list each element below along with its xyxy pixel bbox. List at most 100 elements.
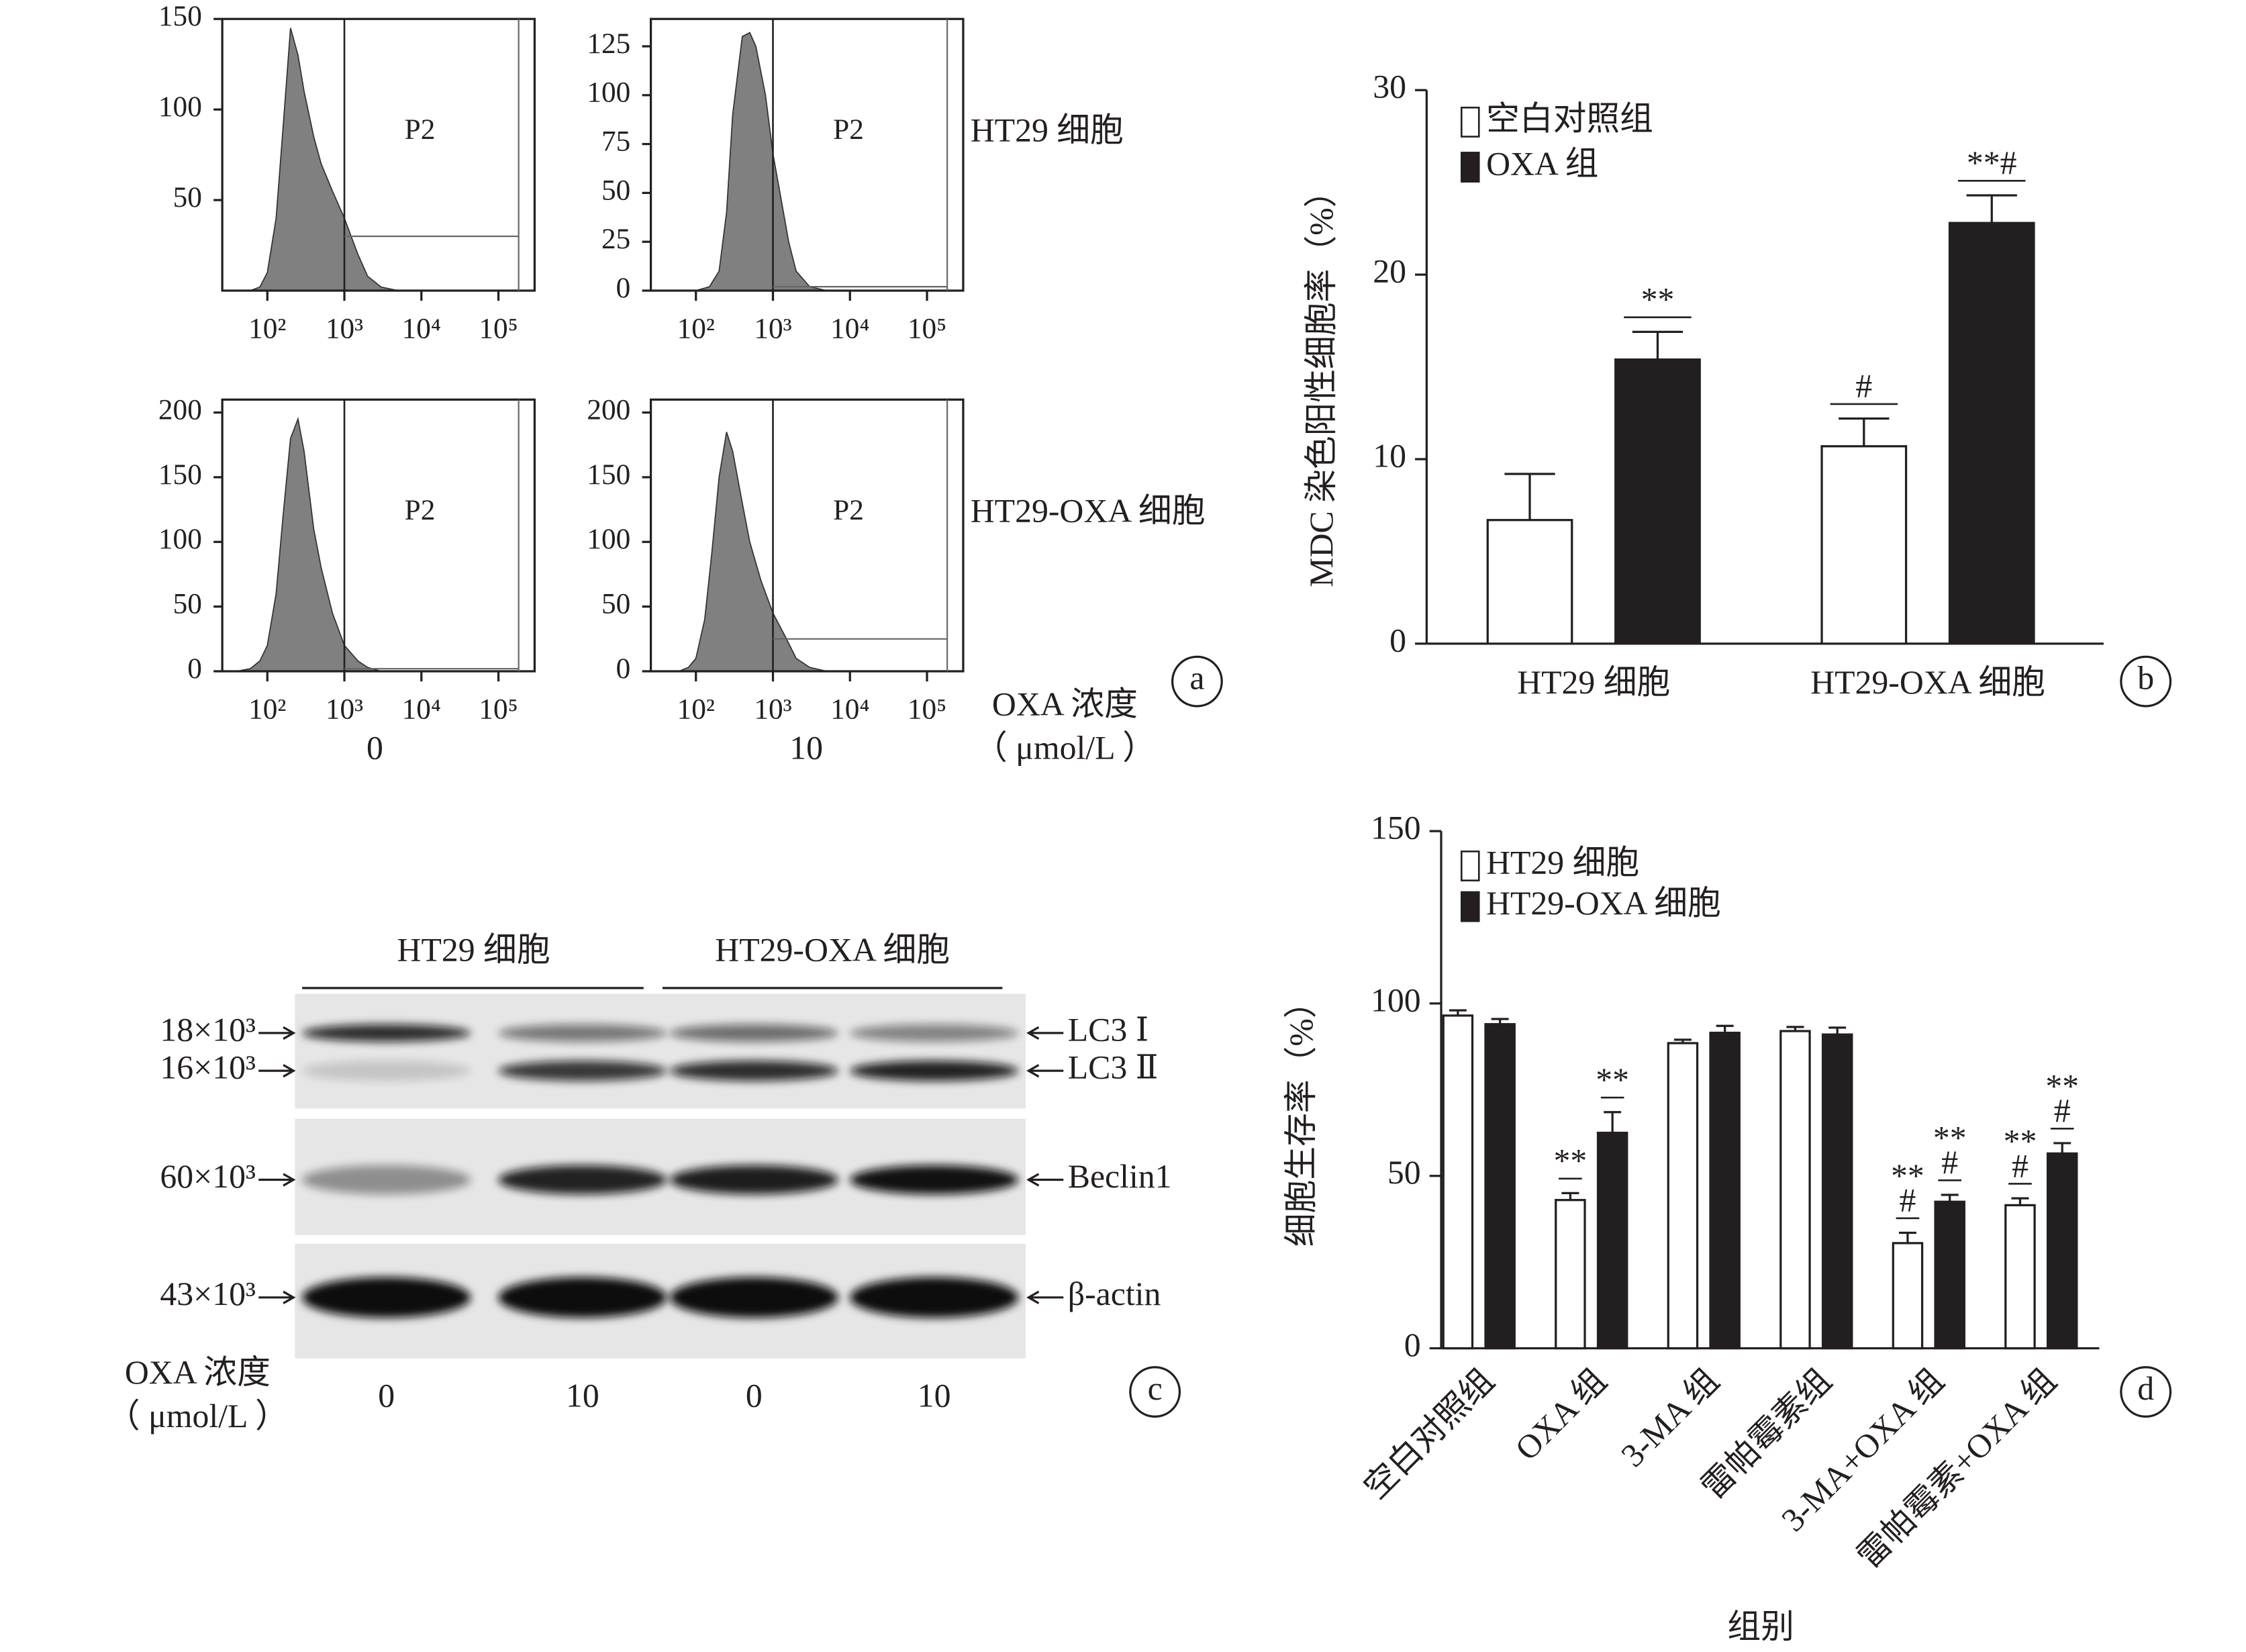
annotation: # [2012, 1147, 2029, 1184]
arrow [258, 1026, 296, 1040]
error-bar [1604, 1111, 1622, 1133]
y-tick-label: 100 [158, 91, 202, 123]
x-tick-label: 10⁴ [402, 312, 441, 344]
error-bar [1673, 1038, 1692, 1043]
band [850, 1024, 1019, 1042]
band [498, 1165, 667, 1195]
band [302, 1061, 471, 1081]
column-title: （ μmol/L ） [974, 729, 1156, 766]
bar [1667, 1042, 1699, 1350]
band [850, 1165, 1019, 1195]
bar [1892, 1242, 1924, 1350]
annotation: ** [2004, 1122, 2037, 1159]
column-title: OXA 浓度 [992, 686, 1138, 723]
lane-label: 0 [378, 1377, 395, 1414]
arrow [1026, 1290, 1064, 1304]
annotation: ** [1933, 1119, 1967, 1156]
lane-label: 10 [918, 1377, 951, 1414]
annotation: ** [1554, 1143, 1588, 1179]
error-bar [1828, 1026, 1847, 1035]
legend-label: HT29 细胞 [1486, 844, 1639, 881]
band-label: LC3 Ⅱ [1068, 1049, 1159, 1086]
plot-frame [649, 17, 965, 292]
annotation: # [1941, 1144, 1958, 1181]
error-bar [2053, 1142, 2071, 1154]
column-label: 10 [789, 729, 823, 766]
x-tick-label: OXA 组 [1508, 1362, 1614, 1467]
band [850, 1061, 1019, 1081]
band [302, 1024, 471, 1042]
legend-label: HT29-OXA 细胞 [1486, 885, 1721, 922]
plot-frame [221, 17, 536, 292]
panel-label: a [1189, 660, 1204, 697]
bar [1614, 358, 1701, 645]
lane-title: OXA 浓度 [125, 1354, 271, 1391]
legend-swatch [1460, 851, 1480, 881]
panel-label: b [2137, 660, 2154, 697]
x-tick-label: 10⁴ [402, 693, 441, 726]
band [498, 1277, 667, 1318]
lane-label: 10 [566, 1377, 599, 1414]
histogram-area [236, 417, 382, 672]
error-bar [1839, 417, 1890, 446]
y-tick-label: 100 [158, 523, 202, 555]
x-tick-label: 10⁴ [830, 312, 869, 344]
annotation: **# [1967, 144, 2017, 181]
y-tick-label: 0 [616, 272, 631, 304]
bar [1709, 1031, 1741, 1350]
y-tick-label: 0 [1404, 1326, 1421, 1363]
band [669, 1165, 838, 1195]
annotation: ** [1596, 1061, 1629, 1098]
arrow [1026, 1173, 1064, 1187]
y-axis-title: 细胞生存率（%） [1283, 985, 1320, 1247]
x-tick-label: 10³ [754, 693, 791, 726]
y-tick-label: 50 [173, 181, 202, 213]
bar [1486, 519, 1573, 645]
y-tick-label: 150 [1371, 809, 1421, 846]
band [302, 1277, 471, 1318]
bar [1948, 222, 2035, 645]
histogram-area [236, 28, 399, 291]
annotation: ** [2045, 1067, 2079, 1104]
y-tick-label: 50 [1387, 1154, 1421, 1191]
annotation: # [1855, 368, 1872, 405]
error-bar [1504, 473, 1555, 520]
histogram-area [695, 32, 827, 291]
plot-frame [221, 398, 536, 673]
error-bar [1716, 1024, 1734, 1033]
bar [1820, 445, 1908, 645]
x-tick-label: 10³ [754, 312, 791, 344]
band [302, 1165, 471, 1195]
column-label: 0 [367, 729, 383, 766]
bar [1596, 1131, 1628, 1350]
error-bar [1966, 194, 2017, 224]
error-bar [1632, 330, 1683, 360]
marker-label: 60×10³ [160, 1158, 256, 1195]
blot-strip [295, 993, 1026, 1109]
error-bar [1941, 1194, 1959, 1202]
x-tick-label: 10⁵ [479, 693, 518, 726]
error-bar [1898, 1231, 1916, 1243]
panel-label: d [2137, 1370, 2154, 1407]
bar [1779, 1030, 1811, 1350]
legend-label: OXA 组 [1486, 145, 1598, 182]
bar [1442, 1014, 1474, 1350]
band [850, 1277, 1019, 1318]
gate-label: P2 [405, 113, 436, 146]
panel-label-circle [1129, 1366, 1181, 1418]
histogram-area [678, 432, 827, 672]
row-label: HT29 细胞 [971, 112, 1124, 149]
annotation: # [1899, 1182, 1916, 1219]
error-bar [1561, 1192, 1579, 1200]
y-tick-label: 0 [187, 652, 202, 685]
annotation: # [2054, 1092, 2071, 1129]
x-tick-label: HT29 细胞 [1517, 664, 1670, 701]
marker-label: 16×10³ [160, 1049, 256, 1086]
group-label: HT29 细胞 [397, 931, 550, 968]
y-axis-title: MDC 染色阳性细胞率（%） [1303, 175, 1340, 587]
x-tick-label: HT29-OXA 细胞 [1810, 664, 2045, 701]
x-tick-label: 10² [248, 312, 286, 344]
error-bar [2011, 1197, 2029, 1206]
arrow [1026, 1026, 1064, 1040]
y-tick-label: 30 [1373, 68, 1406, 105]
